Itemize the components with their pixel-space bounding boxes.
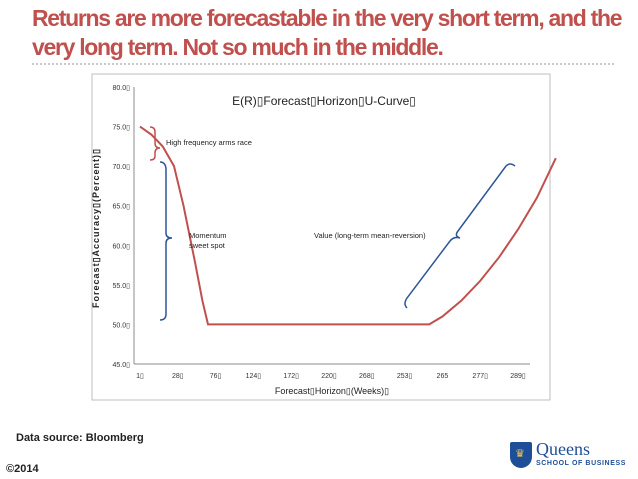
logo-name: Queens xyxy=(536,439,590,459)
brace-high-frequency xyxy=(149,126,161,161)
x-tick-label: 76▯ xyxy=(210,373,222,380)
brace-value xyxy=(404,163,516,309)
slide-title: Returns are more forecastable in the ver… xyxy=(32,4,622,62)
y-tick-label: 50.0▯ xyxy=(113,322,131,329)
x-tick-labels: 1▯ 28▯ 76▯ 124▯ 172▯ 220▯ 268▯ 253▯ 265 277▯ 289▯ xyxy=(136,373,526,380)
x-tick-label: 253▯ xyxy=(397,373,413,380)
x-axis-label: Forecast▯Horizon▯(Weeks)▯ xyxy=(275,386,389,396)
x-tick-label: 277▯ xyxy=(472,373,488,380)
annotation-value: Value (long-term mean-reversion) xyxy=(314,231,426,240)
y-tick-label: 80.0▯ xyxy=(113,85,131,92)
slide-title-line-1: Returns are more forecastable in the ver… xyxy=(32,5,622,31)
annotation-sweet-spot: sweet spot xyxy=(189,241,226,250)
x-tick-label: 28▯ xyxy=(172,373,184,380)
shield-icon: ♛ xyxy=(510,442,532,468)
y-tick-label: 55.0▯ xyxy=(113,283,131,290)
x-tick-label: 172▯ xyxy=(283,373,299,380)
annotation-high-frequency: High frequency arms race xyxy=(166,138,252,147)
x-tick-label: 268▯ xyxy=(359,373,375,380)
y-tick-label: 75.0▯ xyxy=(113,125,131,132)
queens-logo: ♛ Queens SCHOOL OF BUSINESS xyxy=(510,440,632,472)
slide-title-line-2: very long term. Not so much in the middl… xyxy=(32,34,444,60)
chart-title: E(R)▯Forecast▯Horizon▯U-Curve▯ xyxy=(232,94,416,108)
u-curve-chart: E(R)▯Forecast▯Horizon▯U-Curve▯ Forecast▯… xyxy=(91,73,557,401)
crown-icon: ♛ xyxy=(515,448,525,460)
x-tick-label: 289▯ xyxy=(510,373,526,380)
series-line xyxy=(139,125,557,326)
y-tick-label: 70.0▯ xyxy=(113,164,131,171)
brace-momentum xyxy=(159,161,173,321)
y-tick-labels: 80.0▯ 75.0▯ 70.0▯ 65.0▯ 60.0▯ 55.0▯ 50.0▯ 45.0▯ xyxy=(113,85,131,369)
y-tick-label: 60.0▯ xyxy=(113,243,131,250)
copyright-note: ©2014 xyxy=(6,463,39,475)
annotation-momentum: Momentum xyxy=(189,231,227,240)
logo-subtitle: SCHOOL OF BUSINESS xyxy=(536,460,627,467)
x-tick-label: 1▯ xyxy=(136,373,144,380)
x-tick-label: 265 xyxy=(437,373,449,380)
y-tick-label: 45.0▯ xyxy=(113,362,131,369)
data-source-note: Data source: Bloomberg xyxy=(16,432,144,444)
x-tick-label: 124▯ xyxy=(246,373,262,380)
title-divider xyxy=(32,63,614,65)
x-tick-label: 220▯ xyxy=(321,373,337,380)
y-tick-label: 65.0▯ xyxy=(113,204,131,211)
y-axis-label: Forecast▯Accuracy▯(Percent)▯ xyxy=(91,148,101,308)
